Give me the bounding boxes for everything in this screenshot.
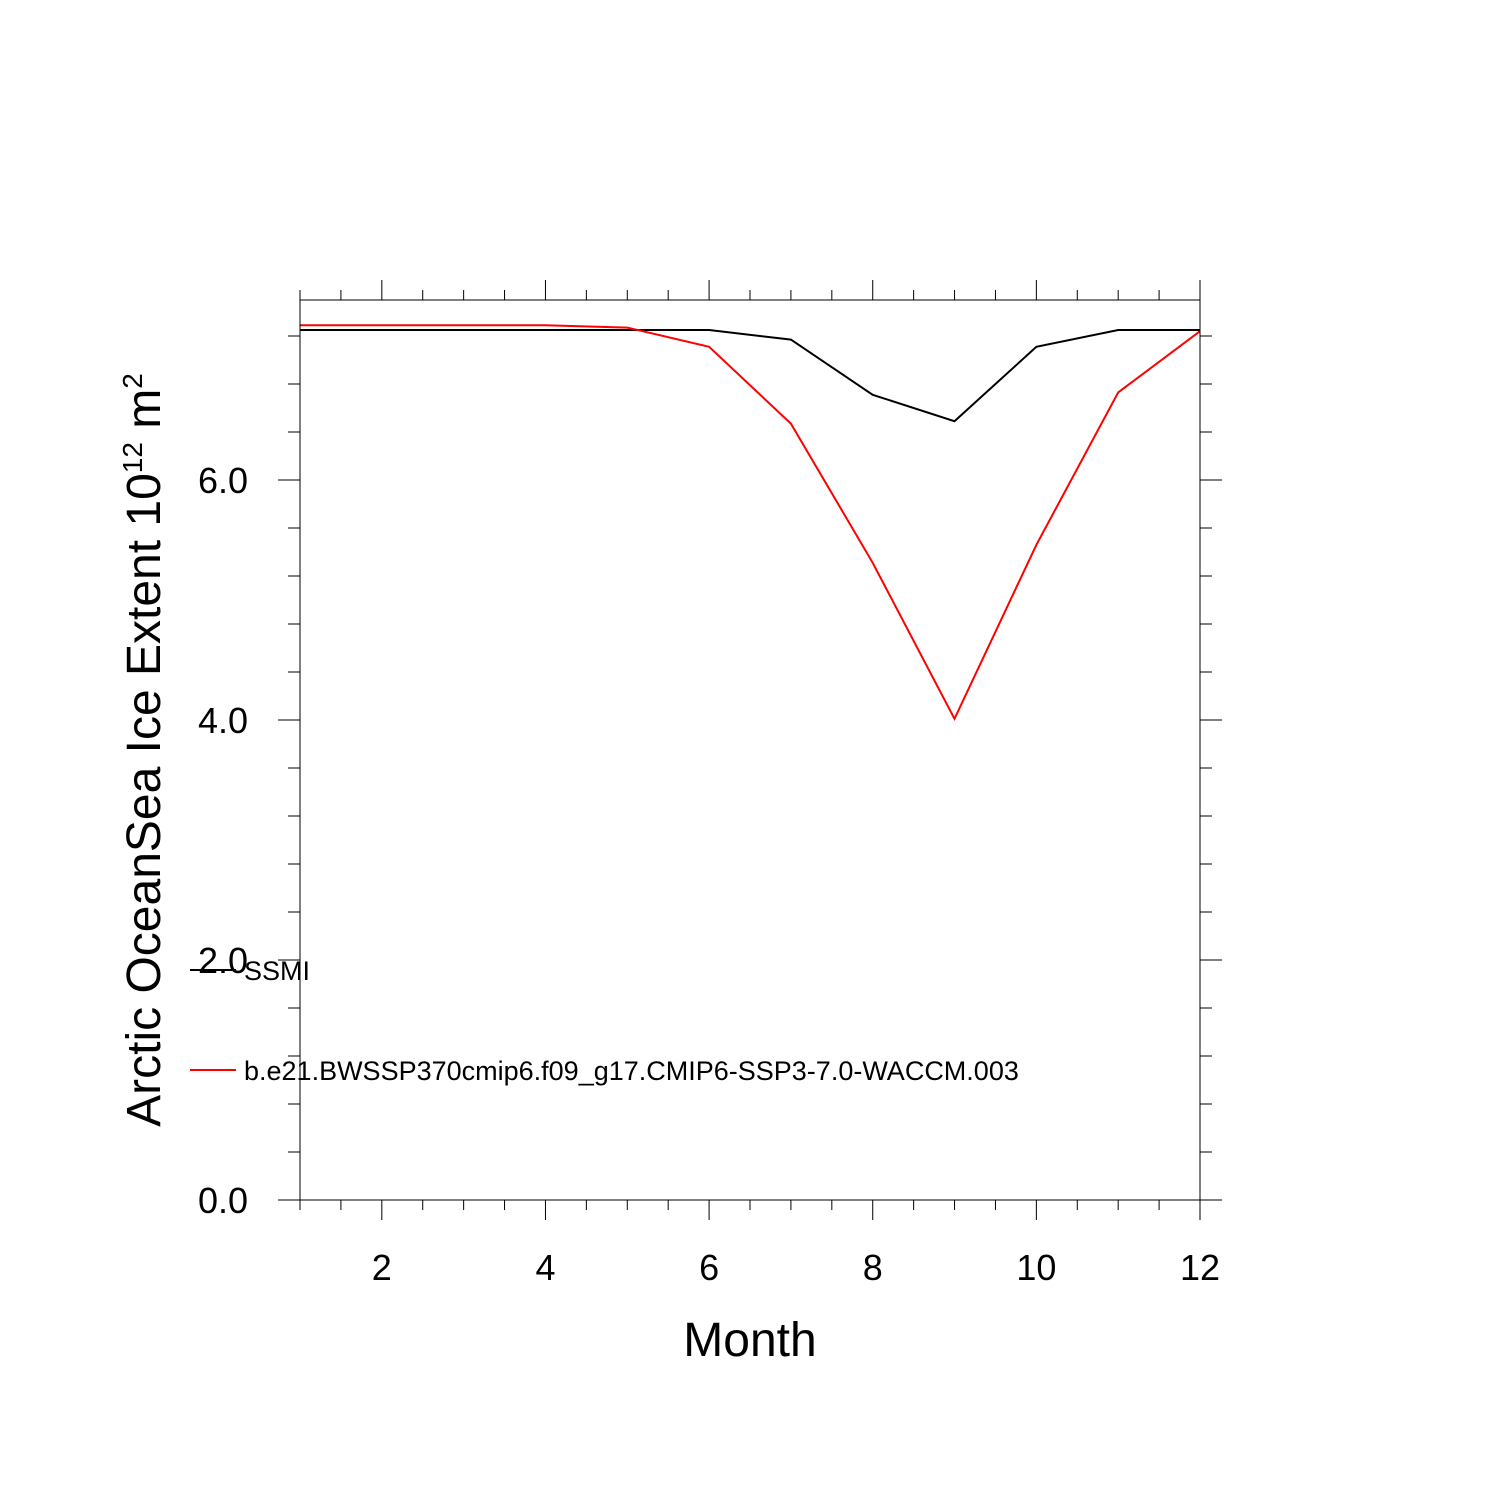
plot-frame — [299, 299, 1201, 1201]
series-line-1 — [300, 329, 1200, 423]
series-line-2 — [300, 324, 1201, 722]
legend-label-1: SSMI — [244, 956, 310, 986]
y-tick-label: 6.0 — [198, 460, 248, 501]
tick-labels: 2 4 6 8 10 12 0.0 2.0 4.0 6.0 — [198, 460, 1220, 1288]
y-tick-label: 2.0 — [198, 940, 248, 981]
x-tick-label: 4 — [535, 1247, 555, 1288]
x-tick-label: 8 — [863, 1247, 883, 1288]
legend: SSMI b.e21.BWSSP370cmip6.f09_g17.CMIP6-SS… — [190, 956, 1019, 1086]
axis-ticks — [278, 280, 1222, 1220]
x-axis-label: Month — [683, 1314, 816, 1367]
y-tick-label: 4.0 — [198, 700, 248, 741]
x-tick-label: 6 — [699, 1247, 719, 1288]
x-tick-label: 2 — [372, 1247, 392, 1288]
y-tick-label: 0.0 — [198, 1180, 248, 1221]
x-tick-label: 12 — [1180, 1247, 1220, 1288]
x-tick-label: 10 — [1016, 1247, 1056, 1288]
legend-label-2: b.e21.BWSSP370cmip6.f09_g17.CMIP6-SSP3-7… — [244, 1056, 1019, 1086]
series-lines — [300, 324, 1201, 722]
y-axis-label: Arctic OceanSea Ice Extent 1012 m2 — [117, 373, 171, 1127]
